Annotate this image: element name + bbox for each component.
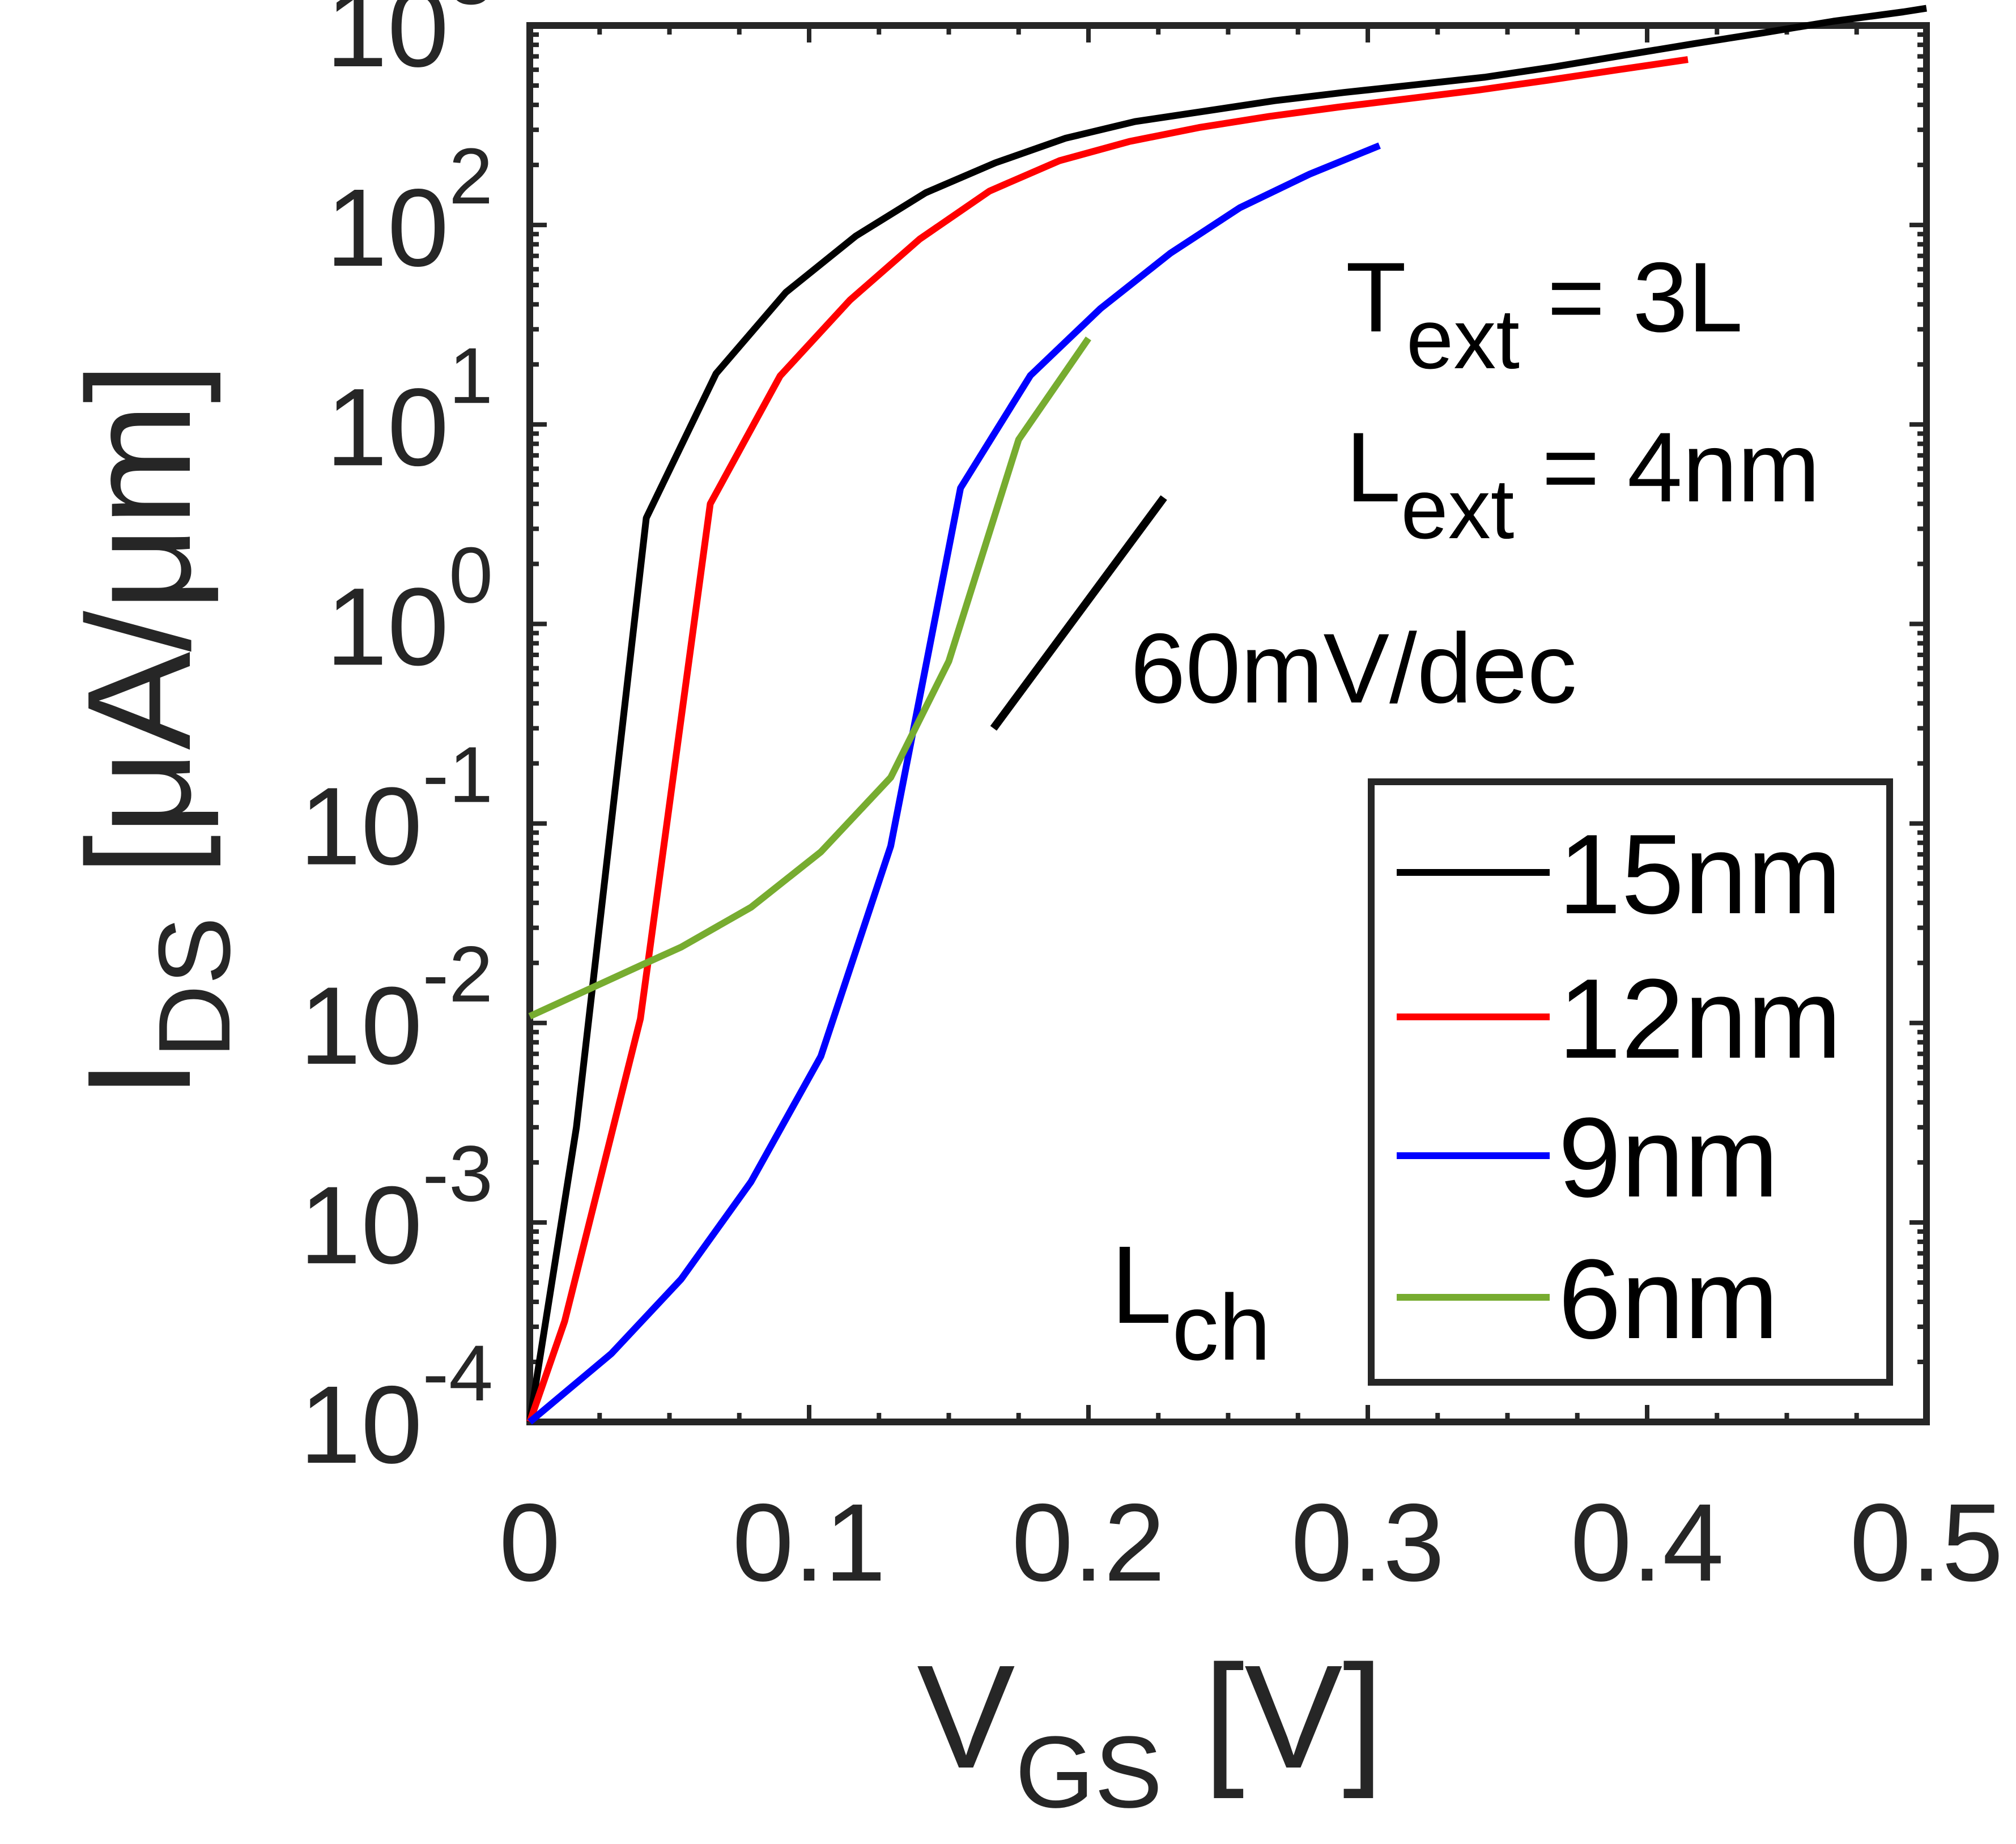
y-tick-label: 10-1 xyxy=(300,730,493,888)
legend: 15nm 12nm 9nm 6nm xyxy=(1368,778,1893,1386)
x-axis-label: VGS [V] xyxy=(917,1635,1384,1829)
x-tick-label: 0 xyxy=(499,1481,560,1604)
legend-label-6nm: 6nm xyxy=(1558,1236,1779,1362)
text-ext-annotation: Text = 3L xyxy=(1346,242,1743,386)
y-tick-labels: 10-4 10-3 10-2 10-1 100 101 102 103 xyxy=(300,0,493,1487)
y-tick-label: 101 xyxy=(326,331,493,489)
x-tick-label: 0.2 xyxy=(1011,1481,1165,1604)
x-tick-label: 0.3 xyxy=(1291,1481,1444,1604)
l-ch-annotation: Lch xyxy=(1111,1223,1271,1379)
ticks xyxy=(528,23,1929,1424)
y-axis-label: IDS [μA/μm] xyxy=(57,363,252,1100)
series-lines xyxy=(526,5,1927,1425)
x-tick-label: 0.5 xyxy=(1849,1481,2003,1604)
x-tick-labels: 0 0.1 0.2 0.3 0.4 0.5 xyxy=(499,1481,2004,1604)
y-tick-label: 102 xyxy=(326,131,493,289)
y-tick-label: 10-2 xyxy=(300,930,493,1088)
slope-reference-line xyxy=(990,495,1167,731)
legend-label-12nm: 12nm xyxy=(1558,956,1841,1082)
y-tick-label: 10-4 xyxy=(300,1328,493,1487)
y-tick-label: 100 xyxy=(326,530,493,688)
series-line-15nm xyxy=(526,5,1927,1423)
l-ext-annotation: Lext = 4nm xyxy=(1346,412,1820,556)
legend-box xyxy=(1368,778,1893,1386)
y-tick-label: 10-3 xyxy=(300,1129,493,1287)
legend-label-15nm: 15nm xyxy=(1558,811,1841,938)
series-line-9nm xyxy=(528,142,1381,1425)
x-tick-label: 0.1 xyxy=(732,1481,886,1604)
series-line-6nm xyxy=(528,336,1091,1020)
series-line-12nm xyxy=(526,56,1688,1423)
y-tick-label: 103 xyxy=(326,0,493,90)
legend-label-9nm: 9nm xyxy=(1558,1095,1779,1221)
slope-annotation: 60mV/dec xyxy=(1130,614,1577,724)
x-tick-label: 0.4 xyxy=(1570,1481,1724,1604)
